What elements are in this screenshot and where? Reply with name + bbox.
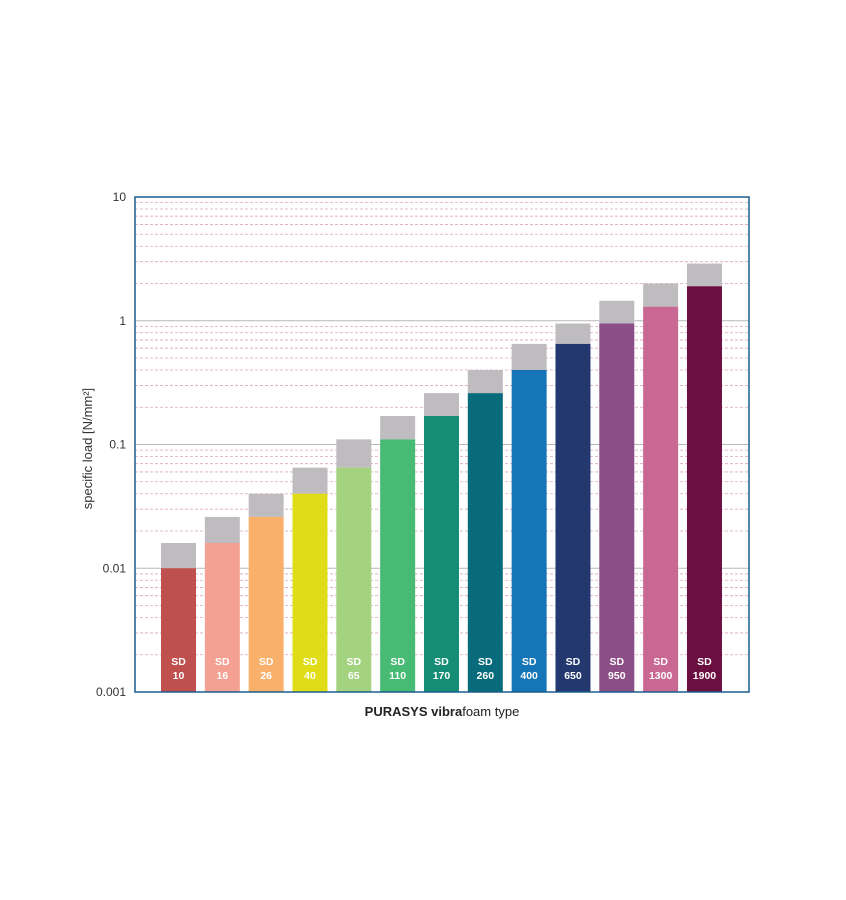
x-axis-label-rest: foam type (462, 704, 520, 719)
y-axis-label: specific load [N/mm²] (80, 388, 95, 509)
bar-label-value: 650 (564, 670, 582, 682)
bar-label-value: 40 (304, 670, 316, 682)
bar-label-value: 170 (433, 670, 451, 682)
bar-label-prefix: SD (522, 656, 537, 668)
bar-label-value: 1900 (693, 670, 717, 682)
bar-sd-260 (467, 393, 503, 692)
bar-peak-650 (555, 323, 591, 344)
y-tick-label: 10 (113, 190, 127, 204)
bar-peak-26 (248, 493, 284, 517)
bar-peak-16 (204, 516, 240, 543)
bar-sd-26 (248, 516, 284, 692)
bar-peak-65 (336, 439, 372, 468)
bars: SD 10 SD 16 SD 26 SD 40 SD 65 SD 110 SD 170 SD 260 SD 400… (161, 263, 722, 692)
bar-peak-170 (423, 393, 459, 416)
bar-label-prefix: SD (390, 656, 405, 668)
y-axis: 10 1 0.1 0.01 0.001 (96, 190, 126, 699)
y-tick-label: 0.1 (109, 438, 126, 452)
x-axis-label-bold: PURASYS vibra (364, 704, 463, 719)
y-tick-label: 0.01 (103, 561, 127, 575)
plot-frame (134, 196, 750, 693)
bar-label-value: 1300 (649, 670, 673, 682)
bar-peak-1900 (686, 263, 722, 287)
bar-label-prefix: SD (303, 656, 318, 668)
bar-sd-170 (423, 415, 459, 692)
bar-label-value: 400 (520, 670, 538, 682)
bar-label-value: 260 (477, 670, 495, 682)
bar-label-prefix: SD (215, 656, 230, 668)
bar-peak-950 (599, 300, 635, 324)
bar-label-prefix: SD (347, 656, 362, 668)
bar-sd-110 (380, 439, 416, 692)
bar-sd-10 (161, 568, 196, 692)
bar-label-prefix: SD (610, 656, 625, 668)
bar-label-prefix: SD (697, 656, 712, 668)
bar-sd-40 (292, 493, 328, 692)
bar-peak-260 (467, 369, 503, 394)
bar-sd-950 (599, 323, 635, 692)
bar-sd-1300 (643, 306, 679, 692)
bar-label-value: 26 (260, 670, 272, 682)
bar-label-prefix: SD (434, 656, 449, 668)
bar-sd-65 (336, 467, 372, 692)
bar-label-prefix: SD (259, 656, 274, 668)
bar-sd-400 (511, 369, 547, 692)
bar-label-value: 950 (608, 670, 626, 682)
bar-sd-650 (555, 343, 591, 692)
bar-label-prefix: SD (566, 656, 581, 668)
y-tick-label: 0.001 (96, 685, 126, 699)
bar-sd-16 (204, 542, 240, 692)
x-axis-label: PURASYS vibrafoam type (135, 704, 749, 719)
bar-label-prefix: SD (478, 656, 493, 668)
bar-peak-400 (511, 343, 547, 370)
bar-label-value: 16 (216, 670, 228, 682)
bar-sd-1900 (686, 286, 722, 692)
bar-peak-40 (292, 467, 328, 494)
bar-label-value: 65 (348, 670, 360, 682)
bar-peak-10 (161, 542, 196, 569)
bar-peak-1300 (643, 283, 679, 307)
bar-label-prefix: SD (171, 656, 186, 668)
bar-peak-110 (380, 415, 416, 440)
bar-label-value: 10 (173, 670, 185, 682)
bar-label-value: 110 (389, 670, 406, 682)
y-tick-label: 1 (119, 314, 126, 328)
bar-label-prefix: SD (653, 656, 668, 668)
